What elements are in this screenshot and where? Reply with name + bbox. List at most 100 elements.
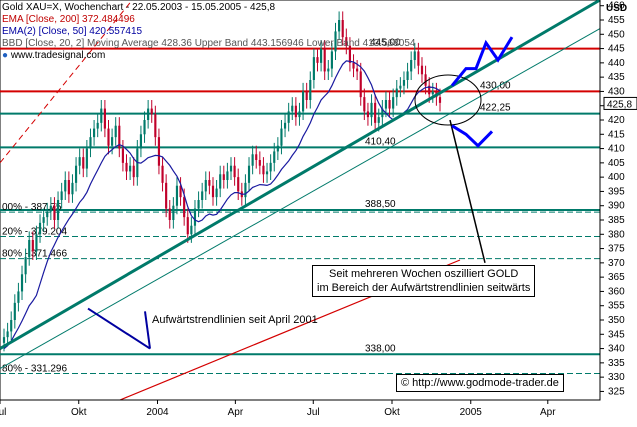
candle-body bbox=[312, 57, 315, 80]
candle-body bbox=[24, 257, 27, 275]
price-tick-label: 375 bbox=[608, 244, 625, 255]
oscillation-note: Seit mehreren Wochen oszilliert GOLD im … bbox=[312, 265, 536, 297]
time-tick-label: 2005 bbox=[460, 407, 483, 418]
red-dashed-line bbox=[0, 2, 131, 164]
price-tick-label: 460 bbox=[608, 1, 625, 12]
candle-body bbox=[262, 165, 265, 175]
candle-body bbox=[276, 145, 279, 152]
source-text: www.tradesignal.com bbox=[10, 50, 106, 61]
plot-frame bbox=[0, 0, 601, 401]
candle-body bbox=[374, 102, 377, 123]
candle-body bbox=[431, 91, 434, 95]
price-tick-label: 380 bbox=[608, 229, 625, 240]
candle-body bbox=[222, 174, 225, 180]
candle-body bbox=[298, 111, 301, 118]
candle-body bbox=[53, 205, 56, 220]
candle-body bbox=[334, 31, 337, 52]
candle-body bbox=[107, 128, 110, 146]
price-tick-label: 430 bbox=[608, 86, 625, 97]
candle-body bbox=[384, 100, 388, 109]
candle-body bbox=[193, 208, 197, 226]
source-label: ● www.tradesignal.com bbox=[2, 50, 105, 61]
candle-body bbox=[103, 108, 106, 129]
candle-body bbox=[89, 137, 92, 149]
level-label: 422,25 bbox=[480, 103, 511, 114]
candle-body bbox=[269, 162, 272, 172]
copyright-box: © http://www.godmode-trader.de bbox=[396, 374, 564, 392]
plot-area: 430,00 445,00 422,25 410,40 388,50 338,00 00% … bbox=[0, 0, 601, 401]
candle-body bbox=[165, 182, 168, 209]
candle-body bbox=[74, 165, 78, 183]
candle-body bbox=[49, 205, 52, 212]
candle-body bbox=[377, 117, 380, 123]
candle-body bbox=[208, 180, 211, 186]
candle-body bbox=[283, 122, 287, 129]
time-tick-label: 2004 bbox=[146, 407, 169, 418]
price-tick-label: 405 bbox=[608, 158, 625, 169]
price-tick-label: 370 bbox=[608, 258, 625, 269]
candle-body bbox=[60, 191, 63, 200]
candle-body bbox=[172, 205, 175, 220]
price-tick-label: 415 bbox=[608, 129, 625, 140]
time-tick-label: Jul bbox=[0, 407, 6, 418]
price-tick-label: 340 bbox=[608, 344, 625, 355]
candle-body bbox=[150, 108, 153, 115]
time-axis: Jul Okt 2004 Apr Jul Okt 2005 Apr bbox=[0, 399, 600, 418]
candle-body bbox=[82, 157, 85, 169]
candle-body bbox=[175, 185, 179, 206]
candle-body bbox=[244, 182, 247, 198]
candle-body bbox=[85, 148, 88, 169]
candle-body bbox=[129, 165, 132, 172]
price-tick-label: 360 bbox=[608, 286, 625, 297]
level-label: 410,40 bbox=[365, 136, 396, 147]
candle-body bbox=[183, 197, 186, 218]
candle-body bbox=[154, 114, 157, 138]
candle-body bbox=[121, 148, 124, 163]
price-tick-label: 445 bbox=[608, 44, 625, 55]
candle-body bbox=[35, 234, 38, 252]
candle-body bbox=[71, 182, 74, 195]
chart-title: Gold XAU=X, Wochenchart - 22.05.2003 - 1… bbox=[2, 2, 276, 13]
candle-body bbox=[381, 108, 384, 118]
price-tick-label: 345 bbox=[608, 329, 625, 340]
time-tick-label: Jul bbox=[307, 407, 320, 418]
candle-body bbox=[93, 128, 96, 138]
candle-body bbox=[388, 100, 391, 109]
candle-body bbox=[6, 331, 9, 338]
price-tick-label: 365 bbox=[608, 272, 625, 283]
candle-body bbox=[366, 111, 370, 118]
price-tick-label: 455 bbox=[608, 15, 625, 26]
candle-body bbox=[356, 68, 359, 72]
candle-body bbox=[201, 191, 204, 200]
candle-body bbox=[251, 154, 254, 166]
ema200-legend: EMA [Close, 200] 372.484496 bbox=[2, 14, 135, 25]
price-tick-label: 325 bbox=[608, 386, 625, 397]
candle-body bbox=[219, 174, 222, 189]
candle-body bbox=[359, 71, 362, 98]
candle-body bbox=[294, 105, 297, 118]
candle-body bbox=[280, 128, 283, 146]
last-value-box bbox=[603, 96, 637, 110]
candle-body bbox=[330, 51, 333, 69]
candle-body bbox=[2, 337, 6, 343]
price-tick-label: 400 bbox=[608, 172, 625, 183]
candle-body bbox=[291, 105, 294, 112]
candle-body bbox=[143, 120, 146, 135]
last-value-label: 425,8 bbox=[607, 99, 632, 110]
level-label: 430,00 bbox=[480, 80, 511, 91]
ema50-legend: EMA(2) [Close, 50] 420.557415 bbox=[2, 26, 143, 37]
candle-body bbox=[341, 20, 344, 38]
time-tick-label: Apr bbox=[228, 407, 244, 418]
fib-label: 20% - 379.204 bbox=[2, 227, 67, 238]
trendline-note: Aufwärtstrendlinien seit April 2001 bbox=[152, 314, 318, 326]
candle-body bbox=[111, 137, 114, 146]
candle-body bbox=[338, 20, 341, 32]
candle-body bbox=[64, 180, 67, 192]
candle-body bbox=[309, 80, 312, 100]
candle-body bbox=[10, 320, 13, 332]
candle-body bbox=[301, 91, 305, 112]
candle-body bbox=[46, 211, 49, 218]
fib-label: 80% - 331.296 bbox=[2, 363, 67, 374]
candle-body bbox=[233, 165, 236, 178]
